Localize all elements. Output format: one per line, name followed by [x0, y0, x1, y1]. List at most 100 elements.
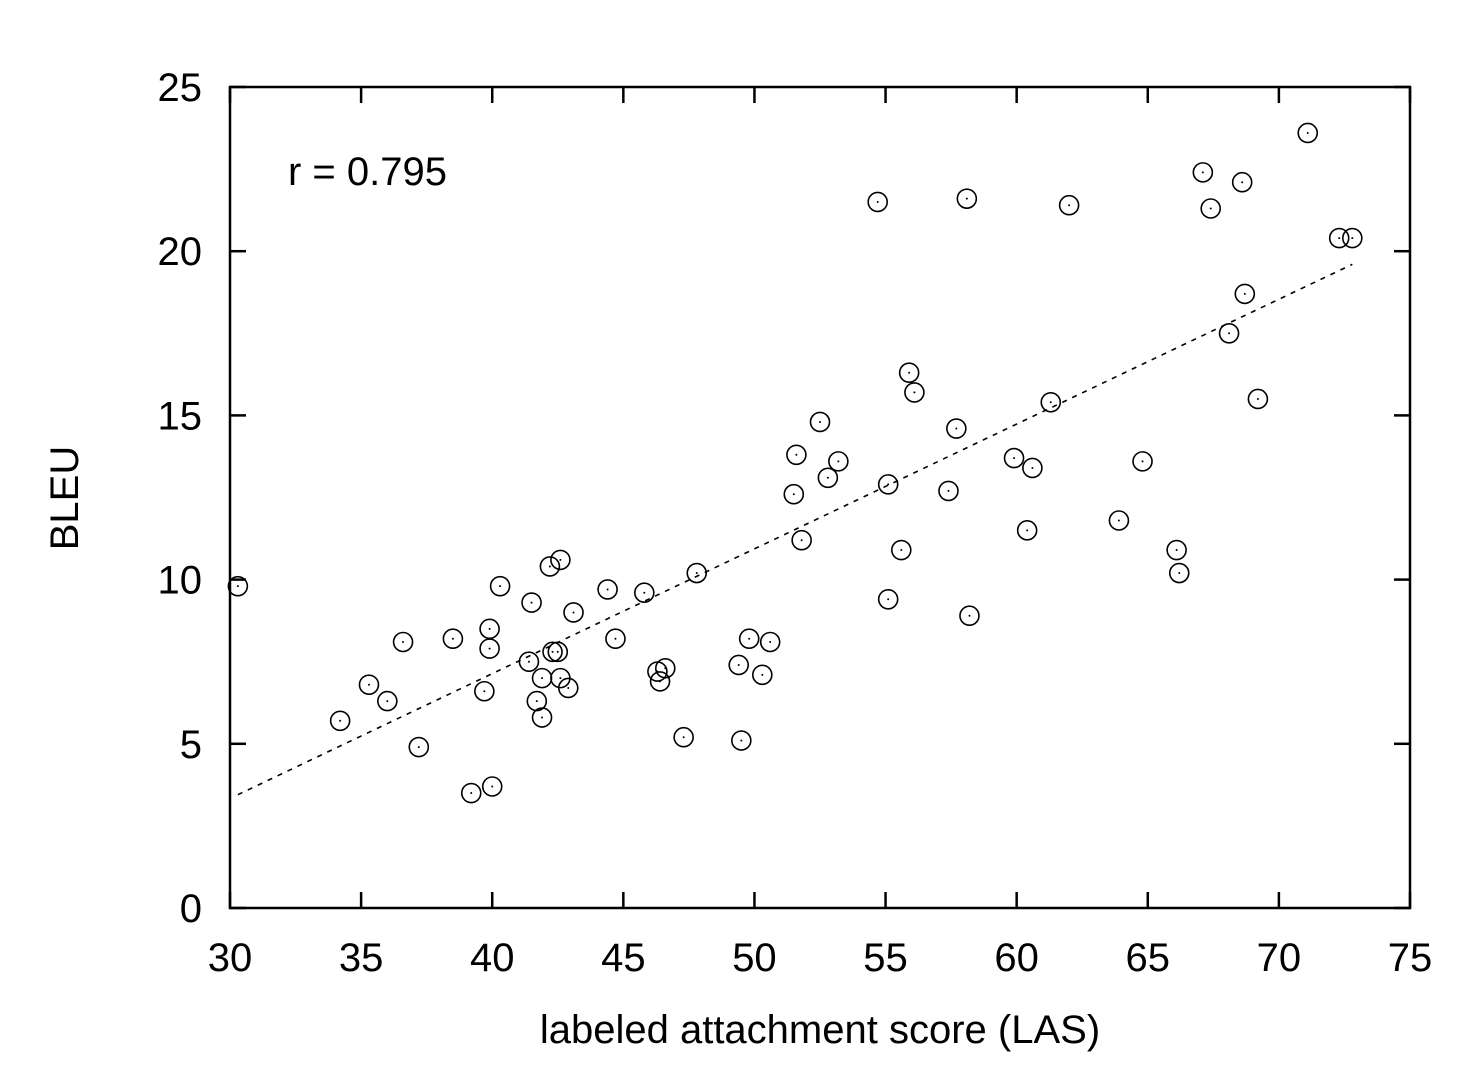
data-point-circle — [597, 579, 618, 600]
data-point-center — [837, 460, 840, 463]
data-point — [1247, 388, 1269, 410]
data-point — [1328, 227, 1350, 249]
data-point — [817, 467, 839, 489]
data-point-circle — [731, 730, 752, 751]
data-point-circle — [1108, 510, 1130, 531]
data-point-center — [1031, 466, 1034, 469]
data-point-circle — [1040, 391, 1062, 413]
data-point — [531, 667, 553, 689]
data-point — [1342, 227, 1363, 249]
data-point-center — [530, 601, 533, 604]
y-tick-label: 25 — [158, 66, 203, 110]
data-point-circle — [877, 474, 899, 495]
data-point — [946, 418, 967, 439]
data-point — [809, 411, 831, 433]
data-point-center — [1175, 549, 1178, 552]
data-point-circle — [904, 382, 925, 403]
data-point-center — [1026, 529, 1029, 532]
data-point — [738, 628, 760, 650]
data-point-circle — [479, 638, 500, 659]
data-point-center — [417, 746, 420, 749]
data-point — [791, 529, 812, 551]
data-point-center — [1243, 292, 1246, 295]
data-point — [474, 680, 495, 702]
data-point — [479, 638, 500, 659]
data-point — [227, 575, 249, 597]
data-point — [547, 641, 569, 663]
data-point — [408, 736, 430, 758]
data-point-center — [1209, 207, 1212, 210]
data-point — [521, 592, 542, 613]
data-point-circle — [1168, 562, 1190, 584]
data-point-center — [1068, 204, 1071, 207]
data-point-circle — [1132, 451, 1153, 472]
data-point — [1192, 162, 1214, 183]
data-point — [481, 776, 503, 797]
data-point — [1168, 562, 1190, 584]
data-point — [563, 602, 584, 623]
data-point — [786, 444, 807, 466]
data-point — [1022, 457, 1043, 479]
data-point-center — [908, 371, 911, 374]
data-point-center — [826, 476, 829, 479]
data-point — [938, 480, 959, 502]
data-point-circle — [1218, 322, 1240, 344]
x-axis-title: labeled attachment score (LAS) — [540, 1008, 1100, 1052]
data-point — [1108, 510, 1130, 531]
data-point — [489, 575, 511, 597]
data-point — [531, 707, 553, 728]
data-point-circle — [518, 651, 540, 673]
data-point-center — [488, 627, 491, 630]
correlation-annotation: r = 0.795 — [288, 150, 447, 194]
data-point-circle — [1297, 122, 1319, 144]
data-point-center — [947, 489, 950, 492]
data-point-circle — [959, 605, 980, 627]
data-point-center — [695, 572, 698, 575]
data-point-circle — [460, 782, 482, 804]
data-point — [649, 671, 671, 692]
data-point-circle — [521, 592, 542, 613]
data-point — [686, 562, 708, 584]
data-point — [634, 582, 655, 604]
data-point-center — [965, 197, 968, 200]
data-point-center — [887, 598, 890, 601]
data-point — [1132, 451, 1153, 472]
data-point-circle — [1247, 388, 1269, 410]
data-point-center — [1351, 237, 1354, 240]
data-point-circle — [817, 467, 839, 489]
data-point-center — [402, 640, 405, 643]
data-point-circle — [898, 362, 920, 384]
data-point — [673, 726, 694, 748]
data-point-circle — [634, 582, 655, 604]
y-tick-label: 10 — [158, 559, 203, 603]
data-point-center — [1228, 332, 1231, 335]
data-point-center — [339, 719, 342, 722]
data-point-circle — [547, 641, 569, 663]
data-point-circle — [867, 191, 888, 213]
data-point-center — [556, 650, 559, 653]
data-point-circle — [649, 671, 671, 692]
data-point-center — [968, 614, 971, 617]
data-point-center — [488, 647, 491, 650]
data-point-center — [451, 637, 454, 640]
data-point-center — [800, 539, 803, 542]
y-tick-label: 20 — [158, 230, 203, 274]
data-point-center — [913, 391, 916, 394]
y-tick-label: 5 — [180, 723, 202, 767]
data-point — [1297, 122, 1319, 144]
data-point-circle — [329, 710, 351, 732]
data-point — [759, 631, 781, 653]
data-point — [442, 628, 464, 650]
data-point-circle — [539, 556, 561, 577]
data-point-circle — [227, 575, 249, 597]
data-point-center — [1013, 457, 1016, 460]
data-point-circle — [752, 664, 773, 686]
data-point-circle — [828, 451, 849, 472]
data-point-circle — [890, 539, 912, 561]
data-point-center — [1141, 460, 1144, 463]
data-point-circle — [1231, 171, 1253, 193]
y-tick-label: 15 — [158, 394, 203, 438]
x-tick-label: 60 — [994, 936, 1039, 980]
data-point-circle — [1192, 162, 1214, 183]
y-axis-title: BLEU — [43, 446, 87, 551]
